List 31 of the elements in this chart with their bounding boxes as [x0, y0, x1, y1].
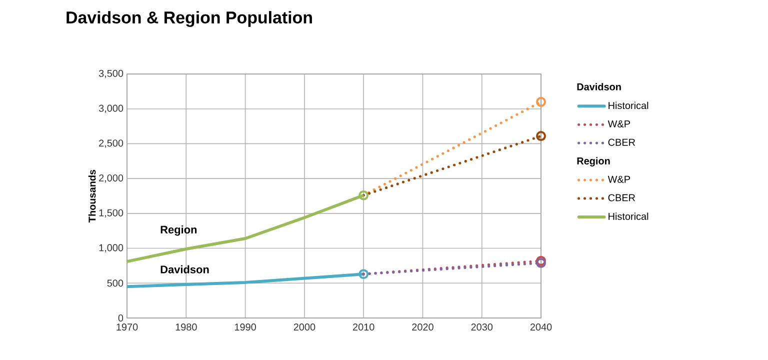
legend-label: CBER	[608, 194, 636, 202]
point	[536, 96, 546, 107]
y-tick-label: 2,000	[99, 174, 124, 183]
chart-title: Davidson & Region Population	[66, 11, 312, 27]
x-tick-label: 2040	[530, 324, 552, 331]
x-tick-label: 1970	[116, 324, 138, 331]
x-tick-label: 2030	[471, 324, 493, 331]
text: Davidson	[577, 83, 621, 90]
line-series	[127, 194, 366, 264]
y-tick-label: 2,500	[99, 140, 124, 148]
y-tick-label: 500	[107, 280, 124, 287]
x-tick-label: 2020	[412, 324, 434, 331]
x-tick-label: 1980	[176, 324, 197, 331]
legend-label: CBER	[608, 138, 636, 146]
y-tick-label: 1,500	[99, 209, 124, 218]
y-tick-label: 3,500	[98, 70, 124, 78]
text: Region	[577, 157, 610, 167]
annotation: Davidson	[160, 265, 209, 274]
x-tick-label: 1990	[234, 324, 256, 331]
annotation: Region	[160, 225, 197, 236]
legend-label: W&P	[608, 120, 630, 128]
y-tick-label: 3,000	[98, 104, 124, 113]
x-tick-label: 2010	[352, 324, 374, 331]
y-axis-title: Thousands	[88, 170, 96, 222]
legend-label: Historical	[608, 102, 648, 110]
y-tick-label: 1,000	[99, 244, 124, 252]
legend-label: Historical	[608, 212, 648, 220]
legend-label: W&P	[608, 176, 630, 183]
point	[536, 131, 546, 142]
y-tick-label: 0	[118, 314, 124, 322]
x-tick-label: 2000	[294, 324, 316, 331]
